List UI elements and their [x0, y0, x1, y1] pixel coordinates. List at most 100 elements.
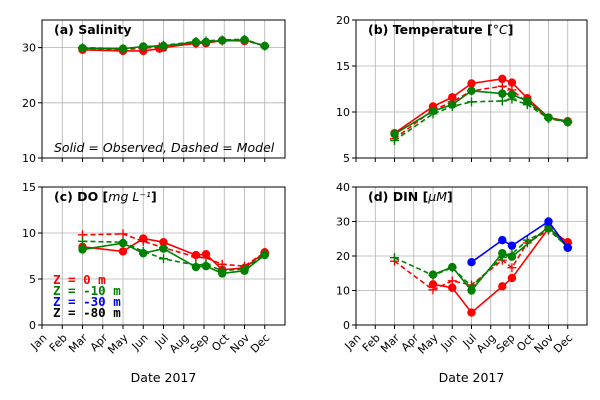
data-point	[201, 259, 211, 269]
data-point	[522, 100, 532, 110]
y-tick-label: 5	[29, 273, 36, 286]
data-point	[467, 97, 476, 107]
x-tick-label: Feb	[47, 331, 70, 354]
series-group	[78, 34, 270, 56]
x-tick-label: Aug	[474, 331, 498, 355]
y-tick-label: 40	[336, 181, 350, 194]
data-point	[447, 263, 457, 273]
x-tick-label: Jan	[28, 331, 50, 353]
data-point	[78, 43, 87, 53]
y-tick-label: 10	[336, 285, 350, 298]
y-tick-label: 0	[343, 319, 350, 332]
data-point	[201, 36, 211, 46]
data-point	[447, 101, 457, 111]
data-point	[467, 281, 476, 291]
x-tick-label: Oct	[209, 331, 232, 354]
panel-b: 5 10 15 20 (b) Temperature [°C]	[336, 14, 588, 165]
legend-entry: Z = -10 m	[53, 283, 121, 298]
data-point	[390, 136, 399, 146]
panel-title: (b) Temperature [°C]	[368, 22, 513, 37]
data-point	[138, 236, 148, 246]
data-point	[507, 249, 517, 259]
data-point	[118, 247, 128, 256]
data-point	[467, 86, 476, 96]
data-point	[497, 81, 507, 91]
data-point	[507, 94, 517, 104]
series-line	[394, 90, 568, 135]
data-point	[507, 78, 517, 87]
data-point	[467, 258, 476, 267]
x-tick-label: Aug	[167, 331, 191, 355]
data-point	[507, 273, 517, 283]
data-point	[159, 238, 168, 247]
data-point	[544, 113, 553, 123]
series-group	[390, 217, 573, 317]
data-point	[138, 246, 148, 256]
x-tick-label: Dec	[248, 331, 272, 355]
data-point	[390, 129, 399, 139]
data-point	[498, 89, 507, 98]
data-point	[507, 263, 517, 273]
data-point	[191, 37, 201, 47]
x-tick-label: Sep	[188, 331, 212, 355]
data-point	[217, 35, 227, 45]
data-point	[447, 276, 457, 286]
panel-title: (d) DIN [μM]	[368, 189, 453, 204]
x-tick-label: Sep	[494, 331, 518, 355]
y-tick-label: 30	[22, 42, 36, 55]
x-tick-label: Oct	[514, 331, 537, 354]
y-tick-label: 10	[22, 227, 36, 240]
data-point	[428, 285, 438, 295]
panel-title: (c) DO [mg L⁻¹]	[54, 189, 157, 204]
data-point	[191, 260, 201, 270]
data-point	[497, 252, 507, 262]
series-line	[394, 98, 568, 142]
data-point	[78, 236, 87, 246]
series-line	[394, 78, 568, 134]
data-point	[563, 243, 572, 252]
depth-legend: Z = 0 mZ = -10 mZ = -30 mZ = -80 m	[53, 272, 121, 320]
data-point	[522, 235, 532, 245]
data-point	[217, 266, 227, 276]
data-point	[138, 42, 148, 52]
data-point	[544, 217, 553, 226]
data-point	[544, 225, 553, 235]
data-point	[118, 237, 128, 247]
x-axis-label: Date 2017	[439, 370, 505, 385]
x-tick-label: Feb	[360, 331, 383, 354]
data-point	[507, 241, 517, 250]
x-tick-label: Nov	[228, 331, 253, 356]
x-tick-label: Jun	[129, 331, 151, 353]
y-tick-label: 0	[29, 319, 36, 332]
legend-entry: Z = -30 m	[53, 294, 121, 309]
data-point	[428, 280, 438, 289]
data-point	[448, 93, 457, 102]
data-point	[428, 270, 438, 280]
data-point	[467, 79, 476, 88]
y-tick-label: 30	[336, 216, 350, 229]
data-point	[448, 283, 457, 292]
y-tick-label: 15	[22, 181, 36, 194]
y-tick-label: 20	[336, 14, 350, 27]
data-point	[390, 253, 399, 263]
data-point	[191, 252, 201, 262]
data-point	[260, 41, 270, 51]
data-point	[498, 282, 507, 291]
x-tick-label: Mar	[66, 331, 90, 355]
y-tick-label: 15	[336, 60, 350, 73]
data-point	[467, 308, 476, 317]
data-point	[498, 74, 507, 84]
series-group	[78, 229, 270, 278]
x-tick-label: May	[105, 331, 131, 357]
y-tick-label: 10	[22, 152, 36, 165]
y-tick-label: 5	[343, 152, 350, 165]
line-style-note: Solid = Observed, Dashed = Model	[54, 140, 275, 155]
x-tick-label: May	[415, 331, 441, 357]
x-tick-label: Mar	[378, 331, 402, 355]
data-point	[78, 245, 87, 254]
data-point	[428, 109, 438, 119]
data-point	[159, 254, 168, 264]
